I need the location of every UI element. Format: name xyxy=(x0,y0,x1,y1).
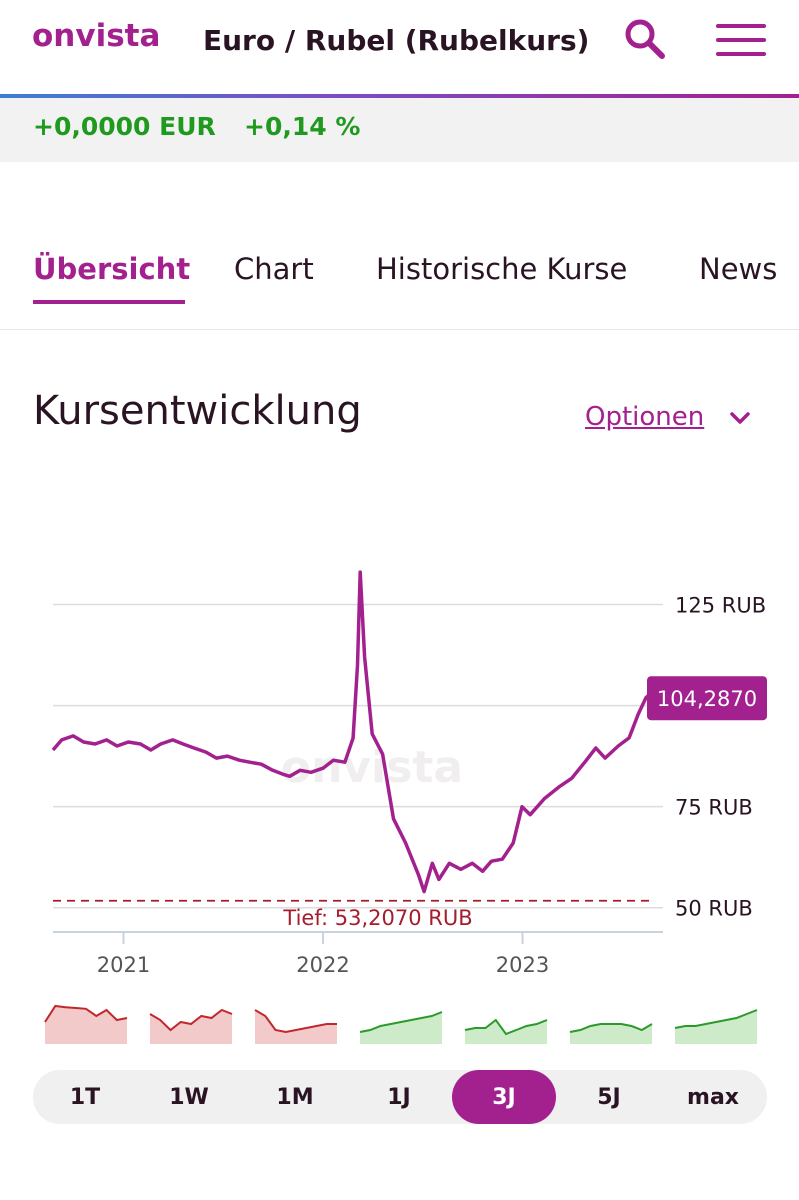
sparkline-fill xyxy=(255,1010,337,1044)
sparkline-line xyxy=(149,1008,233,1032)
price-line xyxy=(51,570,659,894)
active-tab-indicator xyxy=(33,300,185,304)
range-button-3j[interactable]: 3J xyxy=(452,1070,556,1124)
page-title: Euro / Rubel (Rubelkurs) xyxy=(203,24,590,57)
sparkline-1w[interactable] xyxy=(149,1000,233,1048)
chevron-down-icon[interactable] xyxy=(728,406,752,430)
low-label: Tief: 53,2070 RUB xyxy=(282,906,472,930)
sparkline-1j[interactable] xyxy=(359,1000,443,1048)
hamburger-line xyxy=(716,38,766,42)
current-value-badge xyxy=(647,676,767,721)
hamburger-menu-button[interactable] xyxy=(716,22,768,58)
x-tick-label: 2023 xyxy=(496,953,549,977)
tab-news[interactable]: News xyxy=(699,252,778,286)
hamburger-menu-icon xyxy=(716,24,766,28)
options-link[interactable]: Optionen xyxy=(585,402,705,432)
y-tick-label: 50 RUB xyxy=(675,897,753,921)
sparkline-fill xyxy=(45,1006,127,1044)
range-sparklines xyxy=(0,1000,799,1050)
chart-watermark: onvista xyxy=(281,742,463,793)
price-change-bar: +0,0000 EUR +0,14 % xyxy=(0,98,799,162)
range-button-1m[interactable]: 1M xyxy=(243,1070,347,1124)
sparkline-fill xyxy=(570,1024,652,1044)
search-button[interactable] xyxy=(620,14,672,66)
range-button-1w[interactable]: 1W xyxy=(137,1070,241,1124)
sparkline-1m[interactable] xyxy=(254,1000,338,1048)
sparkline-fill xyxy=(150,1010,232,1044)
change-absolute: +0,0000 EUR xyxy=(33,112,216,141)
tab-chart[interactable]: Chart xyxy=(234,252,314,286)
tab-bar: Übersicht Chart Historische Kurse News xyxy=(0,240,799,330)
header-divider xyxy=(0,94,799,98)
sparkline-max[interactable] xyxy=(674,1000,758,1048)
sparkline-fill xyxy=(360,1012,442,1044)
y-tick-label: 75 RUB xyxy=(675,796,753,820)
sparkline-3j[interactable] xyxy=(464,1000,548,1048)
range-button-1j[interactable]: 1J xyxy=(347,1070,451,1124)
current-value-label: 104,2870 xyxy=(657,687,757,711)
y-tick-label: 125 RUB xyxy=(675,593,766,617)
range-button-5j[interactable]: 5J xyxy=(557,1070,661,1124)
sparkline-line xyxy=(674,1009,758,1029)
range-button-max[interactable]: max xyxy=(661,1070,765,1124)
sparkline-5j[interactable] xyxy=(569,1000,653,1048)
sparkline-line xyxy=(464,1018,548,1036)
onvista-logo[interactable]: onvista xyxy=(32,18,161,54)
change-percent: +0,14 % xyxy=(244,112,361,141)
tab-uebersicht[interactable]: Übersicht xyxy=(33,252,191,286)
sparkline-line xyxy=(44,1004,128,1023)
app-header: onvista Euro / Rubel (Rubelkurs) xyxy=(0,0,799,96)
section-title: Kursentwicklung xyxy=(33,388,362,434)
sparkline-line xyxy=(254,1009,337,1034)
time-range-selector: 1T 1W 1M 1J 3J 5J max xyxy=(33,1070,767,1124)
x-tick-label: 2022 xyxy=(296,953,349,977)
sparkline-line xyxy=(569,1023,653,1033)
x-tick-label: 2021 xyxy=(97,953,150,977)
range-button-1t[interactable]: 1T xyxy=(33,1070,137,1124)
hamburger-line xyxy=(716,52,766,56)
sparkline-line xyxy=(359,1011,443,1033)
sparkline-1t[interactable] xyxy=(44,1000,128,1048)
tab-historische-kurse[interactable]: Historische Kurse xyxy=(376,252,628,286)
search-icon xyxy=(625,19,665,59)
